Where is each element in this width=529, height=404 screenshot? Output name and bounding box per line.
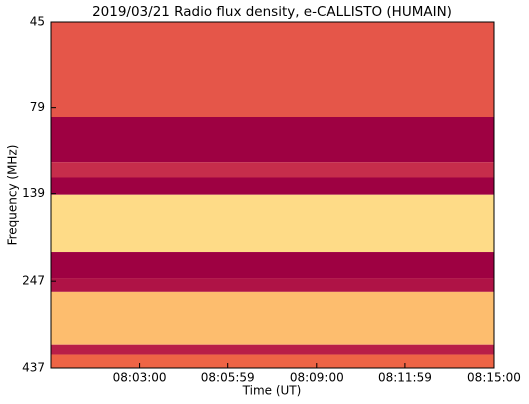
x-tick-label: 08:05:59: [201, 371, 255, 385]
spectrogram-band: [51, 194, 494, 253]
x-tick-label: 08:09:00: [290, 371, 344, 385]
spectrogram-band: [51, 344, 494, 355]
y-tick-label: 247: [22, 274, 45, 288]
x-tick-label: 08:03:00: [113, 371, 167, 385]
spectrogram-band: [51, 22, 494, 117]
y-tick-label: 45: [30, 15, 45, 29]
spectrogram-band: [51, 177, 494, 195]
spectrogram-band: [51, 116, 494, 163]
spectrogram-band: [51, 291, 494, 345]
spectrogram-band: [51, 162, 494, 178]
chart-title: 2019/03/21 Radio flux density, e-CALLIST…: [92, 4, 452, 20]
spectrogram-band: [51, 278, 494, 292]
spectrogram-band: [51, 354, 494, 368]
y-axis-label: Frequency (MHz): [6, 145, 20, 246]
x-tick-label: 08:15:00: [467, 371, 521, 385]
y-tick-label: 79: [30, 100, 45, 114]
x-axis-label: Time (UT): [242, 384, 302, 398]
plot-frame: [50, 21, 495, 369]
y-tick-label: 139: [22, 186, 45, 200]
spectrogram-band: [51, 252, 494, 279]
x-tick-label: 08:11:59: [378, 371, 432, 385]
y-tick-label: 437: [22, 361, 45, 375]
